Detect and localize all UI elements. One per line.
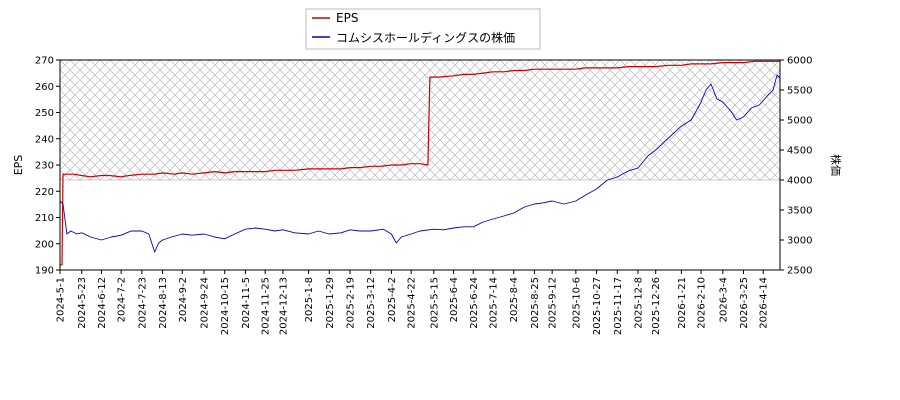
x-tick-label: 2024-7-23: [137, 277, 148, 329]
x-tick-label: 2024-6-12: [97, 277, 108, 329]
x-tick-label: 2026-2-10: [697, 277, 708, 329]
legend-box: [305, 8, 541, 50]
x-tick-label: 2024-9-2: [178, 277, 189, 322]
y-tick-label-left: 200: [35, 239, 54, 250]
x-tick-label: 2025-4-22: [407, 277, 418, 329]
x-tick-label: 2025-3-12: [366, 277, 377, 329]
y-axis-label-right: 株価: [829, 154, 843, 176]
x-tick-label: 2024-11-5: [241, 277, 252, 329]
x-tick-label: 2024-7-2: [117, 277, 128, 322]
y-tick-label-left: 250: [35, 108, 54, 119]
x-tick-label: 2024-12-13: [278, 277, 289, 335]
series-line-eps: [60, 60, 780, 266]
y-axis-label-left: EPS: [12, 155, 25, 176]
x-tick-label: 2025-10-6: [571, 277, 582, 329]
x-tick-label: 2025-1-8: [304, 277, 315, 322]
legend: EPS コムシスホールディングスの株価: [305, 8, 541, 50]
y-tick-label-right: 3500: [787, 206, 812, 217]
x-tick-label: 2024-10-15: [220, 277, 231, 335]
y-tick-label-left: 210: [35, 213, 54, 224]
y-tick-label-right: 4000: [787, 176, 812, 187]
x-tick-label: 2025-1-29: [325, 277, 336, 329]
y-tick-label-right: 4500: [787, 146, 812, 157]
x-tick-label: 2024-9-24: [200, 277, 211, 329]
y-tick-label-left: 230: [35, 161, 54, 172]
x-tick-label: 2025-7-14: [489, 277, 500, 329]
y-tick-label-right: 5500: [787, 86, 812, 97]
y-tick-label-left: 220: [35, 187, 54, 198]
y-tick-label-right: 3000: [787, 236, 812, 247]
y-tick-label-left: 260: [35, 82, 54, 93]
y-tick-label-right: 2500: [787, 266, 812, 277]
x-tick-label: 2025-4-2: [387, 277, 398, 322]
x-tick-label: 2024-11-25: [261, 277, 272, 335]
x-tick-label: 2025-6-24: [469, 277, 480, 329]
x-tick-label: 2026-3-25: [739, 277, 750, 329]
x-tick-label: 2025-11-17: [613, 277, 624, 335]
y-tick-label-left: 270: [35, 56, 54, 67]
x-tick-label: 2026-4-14: [759, 277, 770, 329]
y-tick-label-right: 6000: [787, 56, 812, 67]
legend-label-stock-price: コムシスホールディングスの株価: [336, 30, 515, 45]
x-tick-label: 2025-10-27: [592, 277, 603, 335]
x-tick-label: 2025-8-4: [509, 277, 520, 322]
y-tick-label-left: 240: [35, 134, 54, 145]
legend-label-eps: EPS: [336, 11, 358, 25]
x-tick-label: 2025-2-19: [346, 277, 357, 329]
x-tick-label: 2025-5-15: [429, 277, 440, 329]
series-line-stock-price: [60, 74, 780, 253]
y-tick-label-right: 5000: [787, 116, 812, 127]
x-tick-label: 2024-5-1: [56, 277, 67, 322]
x-tick-label: 2026-1-21: [677, 277, 688, 329]
x-tick-label: 2025-12-26: [651, 277, 662, 335]
hatched-band: [59, 59, 781, 181]
y-tick-label-left: 190: [35, 266, 54, 277]
x-tick-label: 2025-8-25: [530, 277, 541, 329]
x-tick-label: 2024-8-13: [158, 277, 169, 329]
x-tick-label: 2025-12-8: [634, 277, 645, 329]
x-tick-label: 2025-6-4: [449, 277, 460, 322]
x-tick-label: 2026-3-4: [718, 277, 729, 322]
x-tick-label: 2025-9-12: [548, 277, 559, 329]
x-tick-label: 2024-5-23: [77, 277, 88, 329]
